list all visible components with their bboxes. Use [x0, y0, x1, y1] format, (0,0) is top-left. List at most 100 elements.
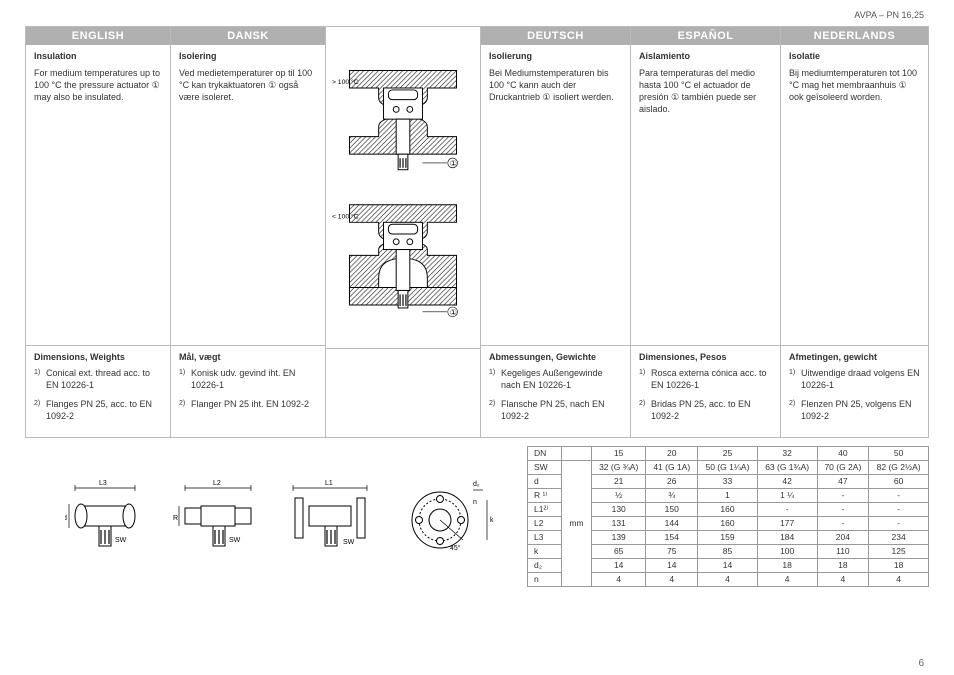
table-cell: 15 [592, 446, 646, 460]
svg-text:d: d [65, 515, 67, 522]
table-cell: 65 [592, 544, 646, 558]
col-dansk: DANSK Isolering Ved medietemperaturer op… [171, 27, 326, 437]
dk-ins-title: Isolering [179, 51, 317, 61]
table-cell: 144 [646, 516, 698, 530]
col-diagrams: > 100 °C ① < 100 °C [326, 27, 481, 437]
table-cell: - [817, 502, 869, 516]
lang-header-es: ESPAÑOL [631, 27, 780, 45]
row-label: d [528, 474, 562, 488]
bottom-area: L3 d SW L2 R [25, 446, 929, 587]
table-cell: 20 [646, 446, 698, 460]
table-cell: 18 [869, 558, 929, 572]
table-cell: 4 [592, 572, 646, 586]
en-dim-title: Dimensions, Weights [34, 352, 162, 362]
table-cell: 150 [646, 502, 698, 516]
de-insulation: Isolierung Bei Mediumstemperaturen bis 1… [481, 45, 630, 345]
row-label: k [528, 544, 562, 558]
table-row: DN152025324050 [528, 446, 929, 460]
table-cell: 14 [646, 558, 698, 572]
table-cell: 160 [698, 502, 758, 516]
table-cell: 160 [698, 516, 758, 530]
table-cell: 75 [646, 544, 698, 558]
table-cell: 131 [592, 516, 646, 530]
table-cell: 60 [869, 474, 929, 488]
table-cell: 4 [817, 572, 869, 586]
col-espanol: ESPAÑOL Aislamiento Para temperaturas de… [631, 27, 781, 437]
dk-ins-body: Ved medietemperaturer op til 100 °C kan … [179, 67, 317, 103]
table-cell: 70 (G 2A) [817, 460, 869, 474]
table-cell: 50 (G 1¼A) [698, 460, 758, 474]
dimensions-table: DN152025324050SWmm32 (G ¾A)41 (G 1A)50 (… [527, 446, 929, 587]
en-ins-body: For medium temperatures up to 100 °C the… [34, 67, 162, 103]
table-cell: 159 [698, 530, 758, 544]
svg-text:45°: 45° [450, 544, 461, 552]
table-cell: 47 [817, 474, 869, 488]
table-cell: 63 (G 1¾A) [757, 460, 817, 474]
table-cell: 1 ¼ [757, 488, 817, 502]
table-cell: 26 [646, 474, 698, 488]
valve-diagrams-svg: > 100 °C ① < 100 °C [330, 52, 476, 342]
dk-note2: 2)Flanger PN 25 iht. EN 1092-2 [179, 399, 317, 411]
svg-text:SW: SW [343, 539, 355, 546]
nl-note1: 1)Uitwendige draad volgens EN 10226-1 [789, 368, 920, 391]
table-cell: 110 [817, 544, 869, 558]
dk-insulation: Isolering Ved medietemperaturer op til 1… [171, 45, 325, 345]
label-gt100: > 100 °C [332, 78, 359, 86]
table-cell: 125 [869, 544, 929, 558]
nl-insulation: Isolatie Bij mediumtemperaturen tot 100 … [781, 45, 928, 345]
table-cell: 25 [698, 446, 758, 460]
lang-header-dk: DANSK [171, 27, 325, 45]
es-note1: 1)Rosca externa cónica acc. to EN 10226-… [639, 368, 772, 391]
nl-note2: 2)Flenzen PN 25, volgens EN 1092-2 [789, 399, 920, 422]
row-label: L3 [528, 530, 562, 544]
en-note2: 2)Flanges PN 25, acc. to EN 1092-2 [34, 399, 162, 422]
table-cell: 4 [869, 572, 929, 586]
table-cell: 14 [698, 558, 758, 572]
row-label: d₂ [528, 558, 562, 572]
main-grid: ENGLISH Insulation For medium temperatur… [25, 26, 929, 438]
table-cell: 1 [698, 488, 758, 502]
es-ins-title: Aislamiento [639, 51, 772, 61]
dk-note1: 1)Konisk udv. gevind iht. EN 10226-1 [179, 368, 317, 391]
nl-ins-body: Bij mediumtemperaturen tot 100 °C mag he… [789, 67, 920, 103]
table-cell: 4 [646, 572, 698, 586]
dimension-drawings: L3 d SW L2 R [25, 446, 515, 570]
svg-text:SW: SW [229, 537, 241, 544]
en-ins-title: Insulation [34, 51, 162, 61]
lang-header-en: ENGLISH [26, 27, 170, 45]
nl-dim-title: Afmetingen, gewicht [789, 352, 920, 362]
table-cell: 234 [869, 530, 929, 544]
table-cell: ½ [592, 488, 646, 502]
svg-text:L1: L1 [325, 480, 333, 487]
table-cell: 4 [698, 572, 758, 586]
table-cell: - [869, 516, 929, 530]
table-cell: 100 [757, 544, 817, 558]
table-cell: 85 [698, 544, 758, 558]
svg-text:d₂: d₂ [473, 481, 480, 488]
en-dimensions: Dimensions, Weights 1)Conical ext. threa… [26, 345, 170, 437]
table-cell: 21 [592, 474, 646, 488]
dk-dim-title: Mål, vægt [179, 352, 317, 362]
table-cell: 4 [757, 572, 817, 586]
nl-ins-title: Isolatie [789, 51, 920, 61]
row-label: n [528, 572, 562, 586]
product-code: AVPA – PN 16,25 [854, 10, 924, 20]
de-ins-body: Bei Mediumstemperaturen bis 100 °C kann … [489, 67, 622, 103]
svg-text:L2: L2 [213, 480, 221, 487]
col-deutsch: DEUTSCH Isolierung Bei Mediumstemperatur… [481, 27, 631, 437]
nl-dimensions: Afmetingen, gewicht 1)Uitwendige draad v… [781, 345, 928, 437]
table-cell: - [757, 502, 817, 516]
diagrams: > 100 °C ① < 100 °C [326, 48, 480, 348]
svg-text:R: R [173, 515, 178, 522]
de-dimensions: Abmessungen, Gewichte 1)Kegeliges Außeng… [481, 345, 630, 437]
lang-header-nl: NEDERLANDS [781, 27, 928, 45]
en-insulation: Insulation For medium temperatures up to… [26, 45, 170, 345]
table-cell: 139 [592, 530, 646, 544]
row-label: L2 [528, 516, 562, 530]
table-cell: 32 [757, 446, 817, 460]
col-nederlands: NEDERLANDS Isolatie Bij mediumtemperatur… [781, 27, 928, 437]
table-cell: ¾ [646, 488, 698, 502]
table-cell: 33 [698, 474, 758, 488]
table-cell: 204 [817, 530, 869, 544]
table-cell: 14 [592, 558, 646, 572]
